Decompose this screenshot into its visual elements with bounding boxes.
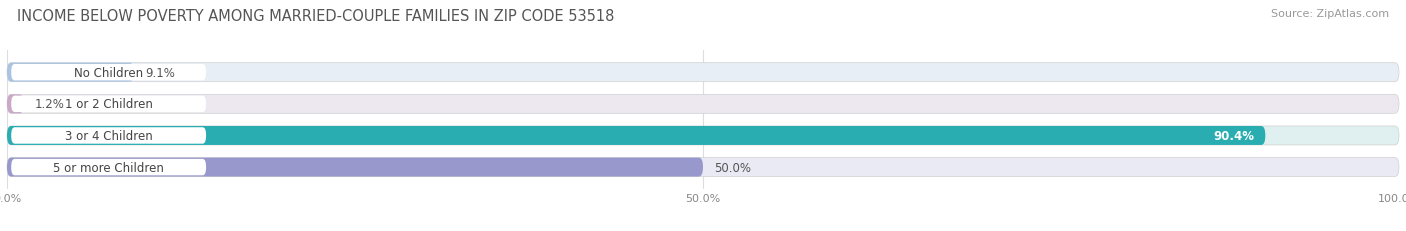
- FancyBboxPatch shape: [7, 64, 134, 82]
- FancyBboxPatch shape: [7, 95, 24, 114]
- Text: Source: ZipAtlas.com: Source: ZipAtlas.com: [1271, 9, 1389, 19]
- FancyBboxPatch shape: [7, 126, 1265, 145]
- FancyBboxPatch shape: [7, 126, 1399, 145]
- Text: 90.4%: 90.4%: [1213, 129, 1254, 142]
- Text: 3 or 4 Children: 3 or 4 Children: [65, 129, 152, 142]
- FancyBboxPatch shape: [7, 158, 703, 177]
- Text: 9.1%: 9.1%: [145, 66, 174, 79]
- FancyBboxPatch shape: [7, 158, 1399, 177]
- Text: 50.0%: 50.0%: [714, 161, 751, 174]
- Text: 5 or more Children: 5 or more Children: [53, 161, 165, 174]
- FancyBboxPatch shape: [7, 64, 1399, 82]
- FancyBboxPatch shape: [7, 95, 1399, 114]
- Text: 1 or 2 Children: 1 or 2 Children: [65, 98, 153, 111]
- Text: No Children: No Children: [75, 66, 143, 79]
- FancyBboxPatch shape: [11, 159, 207, 176]
- FancyBboxPatch shape: [11, 65, 207, 81]
- Text: 1.2%: 1.2%: [35, 98, 65, 111]
- FancyBboxPatch shape: [11, 96, 207, 112]
- FancyBboxPatch shape: [11, 128, 207, 144]
- Text: INCOME BELOW POVERTY AMONG MARRIED-COUPLE FAMILIES IN ZIP CODE 53518: INCOME BELOW POVERTY AMONG MARRIED-COUPL…: [17, 9, 614, 24]
